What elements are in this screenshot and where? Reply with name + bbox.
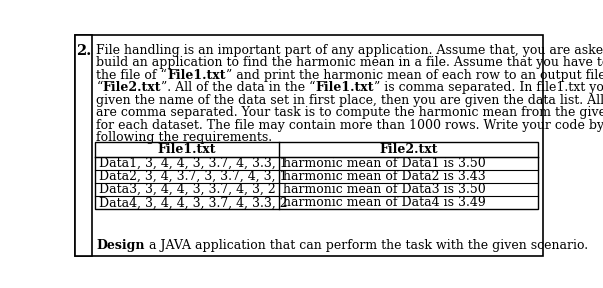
Text: for each dataset. The file may contain more than 1000 rows. Write your code by: for each dataset. The file may contain m… xyxy=(96,119,603,132)
Text: ” and print the harmonic mean of each row to an output file: ” and print the harmonic mean of each ro… xyxy=(226,69,603,82)
Text: ” is comma separated. In file1.txt you are: ” is comma separated. In file1.txt you a… xyxy=(374,81,603,94)
Text: Data1, 3, 4, 4, 3, 3.7, 4, 3.3, 1: Data1, 3, 4, 4, 3, 3.7, 4, 3.3, 1 xyxy=(99,157,288,170)
Text: File handling is an important part of any application. Assume that, you are aske: File handling is an important part of an… xyxy=(96,44,603,57)
Text: File1.txt: File1.txt xyxy=(157,143,216,156)
Text: File2.txt: File2.txt xyxy=(379,143,438,156)
Text: are comma separated. Your task is to compute the harmonic mean from the given fi: are comma separated. Your task is to com… xyxy=(96,106,603,119)
Text: Data2, 3, 4, 3.7, 3, 3.7, 4, 3, 1: Data2, 3, 4, 3.7, 3, 3.7, 4, 3, 1 xyxy=(99,170,287,183)
Text: File2.txt: File2.txt xyxy=(103,81,161,94)
Text: Data4, 3, 4, 4, 3, 3.7, 4, 3.3, 2: Data4, 3, 4, 4, 3, 3.7, 4, 3.3, 2 xyxy=(99,196,287,209)
Text: harmonic mean of Data4 is 3.49: harmonic mean of Data4 is 3.49 xyxy=(283,196,485,209)
Text: harmonic mean of Data2 is 3.43: harmonic mean of Data2 is 3.43 xyxy=(283,170,485,183)
Bar xyxy=(75,35,92,256)
Text: the file of “: the file of “ xyxy=(96,69,167,82)
Text: ”. All of the data in the “: ”. All of the data in the “ xyxy=(161,81,316,94)
Text: Data3, 3, 4, 4, 3, 3.7, 4, 3, 2: Data3, 3, 4, 4, 3, 3.7, 4, 3, 2 xyxy=(99,183,276,196)
Text: following the requirements.: following the requirements. xyxy=(96,131,273,144)
Text: Design: Design xyxy=(96,239,145,252)
Text: File1.txt: File1.txt xyxy=(316,81,374,94)
Text: build an application to find the harmonic mean in a file. Assume that you have t: build an application to find the harmoni… xyxy=(96,56,603,69)
Text: given the name of the data set in first place, then you are given the data list.: given the name of the data set in first … xyxy=(96,94,603,107)
Bar xyxy=(95,142,538,209)
Text: harmonic mean of Data1 is 3.50: harmonic mean of Data1 is 3.50 xyxy=(283,157,485,170)
Text: File1.txt: File1.txt xyxy=(167,69,226,82)
Text: “: “ xyxy=(96,81,103,94)
Text: 2.: 2. xyxy=(76,44,92,58)
Text: harmonic mean of Data3 is 3.50: harmonic mean of Data3 is 3.50 xyxy=(283,183,485,196)
Text: a JAVA application that can perform the task with the given scenario.: a JAVA application that can perform the … xyxy=(145,239,588,252)
